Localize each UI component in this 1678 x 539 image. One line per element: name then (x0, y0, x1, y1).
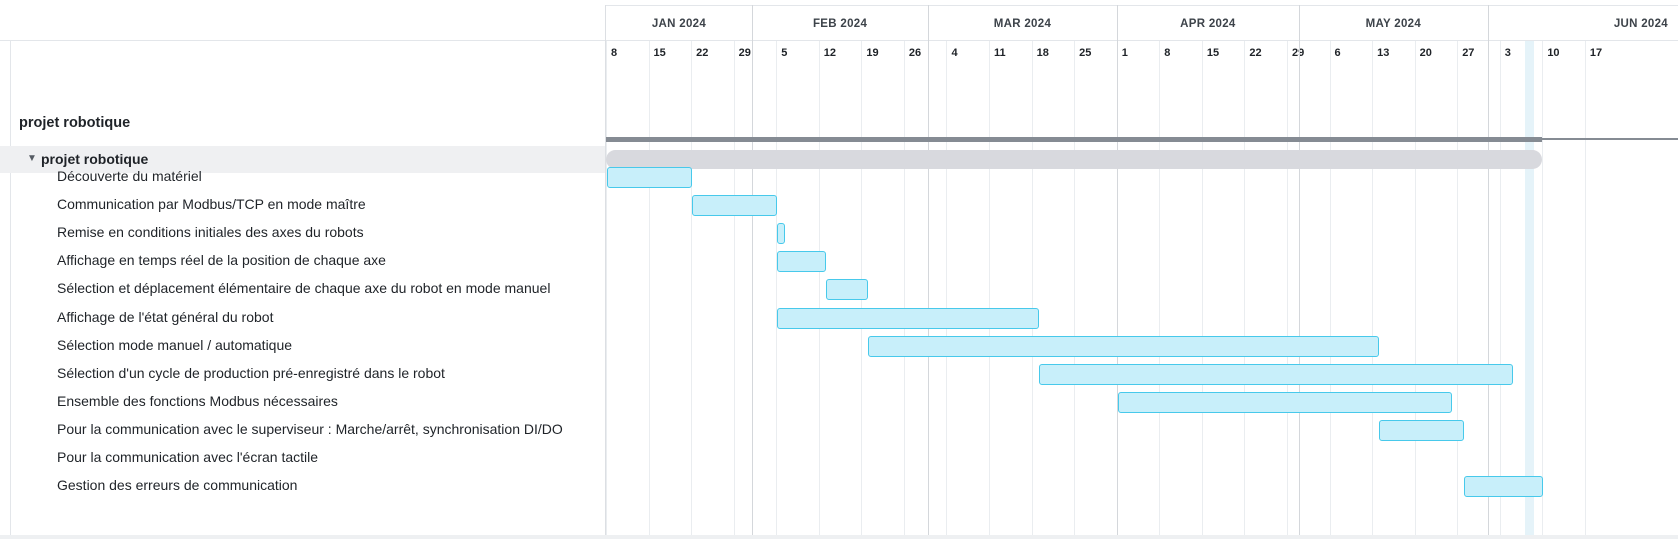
day-label: 11 (994, 47, 1006, 59)
month-label: MAR 2024 (993, 18, 1052, 30)
day-label: 19 (866, 47, 879, 59)
project-summary-line[interactable] (606, 137, 1543, 142)
week-gridline (1286, 41, 1288, 539)
collapse-triangle-icon[interactable]: ▼ (27, 153, 37, 164)
task-label[interactable]: Pour la communication avec l'écran tacti… (57, 449, 319, 465)
top-border (0, 5, 1678, 6)
week-gridline (903, 41, 905, 539)
week-gridline (648, 41, 650, 539)
month-boundary (928, 5, 930, 539)
day-label: 18 (1036, 47, 1049, 59)
today-column (1525, 41, 1535, 539)
day-label: 8 (1164, 47, 1171, 59)
day-label: 22 (1249, 47, 1262, 59)
task-label[interactable]: Gestion des erreurs de communication (57, 477, 298, 494)
project-summary-line-extension (1542, 138, 1678, 140)
month-boundary (1116, 5, 1118, 539)
task-bar[interactable] (692, 195, 778, 217)
month-label: JAN 2024 (651, 18, 707, 30)
week-gridline (1584, 41, 1586, 539)
week-gridline (946, 41, 948, 539)
week-gridline (691, 41, 693, 539)
day-label: 25 (1079, 47, 1092, 59)
task-bar[interactable] (1117, 391, 1453, 413)
week-gridline (1499, 41, 1501, 539)
week-gridline (1542, 41, 1544, 539)
group-summary-bar[interactable] (606, 150, 1543, 169)
week-gridline (989, 41, 991, 539)
month-boundary (751, 5, 753, 539)
day-label: 15 (653, 47, 666, 59)
day-label: 8 (611, 47, 618, 59)
left-edge-divider (10, 41, 11, 539)
task-bar[interactable] (777, 307, 1039, 329)
day-label: 27 (1462, 47, 1475, 59)
month-label: MAY 2024 (1365, 18, 1422, 30)
project-title: projet robotique (19, 115, 131, 131)
task-label[interactable]: Affichage de l'état général du robot (57, 308, 274, 325)
week-gridline (1244, 41, 1246, 539)
day-label: 17 (1589, 47, 1603, 59)
panel-divider[interactable] (605, 5, 606, 539)
month-boundary (1487, 5, 1489, 539)
day-label: 22 (696, 47, 709, 59)
month-label: APR 2024 (1180, 18, 1236, 30)
task-bar[interactable] (777, 223, 786, 245)
day-label: 12 (823, 47, 837, 59)
task-label[interactable]: Communication par Modbus/TCP en mode maî… (57, 196, 366, 213)
day-label: 3 (1504, 47, 1511, 59)
task-label[interactable]: Découverte du matériel (57, 168, 202, 184)
week-gridline (1329, 41, 1331, 539)
week-gridline (1372, 41, 1374, 539)
day-label: 29 (1291, 47, 1305, 59)
task-label[interactable]: Sélection et déplacement élémentaire de … (57, 280, 551, 297)
week-gridline (1159, 41, 1161, 539)
week-gridline (1201, 41, 1203, 539)
task-label[interactable]: Ensemble des fonctions Modbus nécessaire… (57, 392, 338, 409)
task-bar[interactable] (607, 167, 693, 188)
day-label: 29 (738, 47, 751, 59)
week-gridline (1074, 41, 1076, 539)
week-gridline (1457, 41, 1459, 539)
week-gridline (776, 41, 778, 539)
day-label: 26 (908, 47, 922, 59)
day-label: 20 (1419, 47, 1432, 59)
week-gridline (606, 41, 607, 539)
task-list-panel: projet robotique ▼ projet robotique Déco… (0, 0, 605, 539)
week-gridline (818, 41, 820, 539)
task-label[interactable]: Affichage en temps réel de la position d… (57, 252, 386, 269)
task-label[interactable]: Pour la communication avec le superviseu… (57, 420, 563, 437)
day-label: 15 (1206, 47, 1220, 59)
day-label: 6 (1334, 47, 1341, 59)
week-gridline (1031, 41, 1033, 539)
task-bar[interactable] (868, 335, 1380, 357)
task-bar[interactable] (1464, 476, 1544, 498)
group-label[interactable]: projet robotique (41, 151, 149, 167)
horizontal-scrollbar[interactable] (0, 535, 1678, 539)
task-label[interactable]: Sélection mode manuel / automatique (57, 336, 293, 353)
month-boundary (1299, 5, 1301, 539)
day-label: 4 (951, 47, 958, 59)
day-label: 13 (1377, 47, 1390, 59)
task-bar[interactable] (1038, 363, 1513, 385)
day-label: 5 (781, 47, 788, 59)
week-gridline (1414, 41, 1416, 539)
group-row[interactable] (0, 146, 605, 173)
month-label: JUN 2024 (1613, 18, 1668, 30)
month-label: FEB 2024 (812, 18, 868, 30)
task-label[interactable]: Remise en conditions initiales des axes … (57, 224, 364, 241)
day-label: 10 (1547, 47, 1560, 59)
timeline-chart: 8 15 22 29 5 12 19 26 4 11 18 25 1 8 15 22 29 6 13 20 27 3 10 1… (606, 0, 1678, 539)
day-label: 1 (1121, 47, 1128, 59)
header-separator (0, 40, 1678, 41)
task-bar[interactable] (825, 279, 869, 301)
task-bar[interactable] (1379, 419, 1465, 441)
week-gridline (733, 41, 735, 539)
task-bar[interactable] (777, 251, 826, 273)
task-label[interactable]: Sélection d'un cycle de production pré-e… (57, 364, 445, 381)
